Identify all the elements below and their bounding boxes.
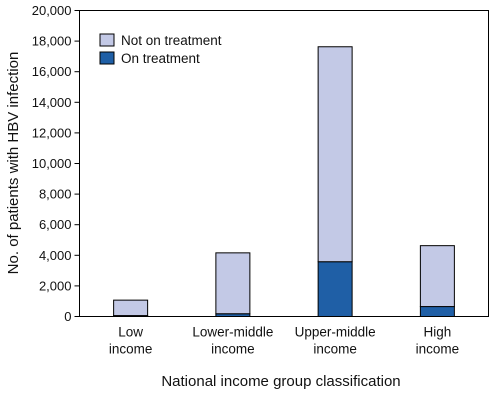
legend-swatch: [99, 51, 115, 65]
y-tick-label: 20,000: [32, 3, 72, 18]
y-tick-label: 2,000: [39, 278, 72, 293]
bar-segment-on-treatment: [419, 306, 455, 317]
y-tick-label: 12,000: [32, 125, 72, 140]
x-axis-title: National income group classification: [161, 373, 400, 390]
y-tick-label: 6,000: [39, 217, 72, 232]
y-tick-label: 16,000: [32, 64, 72, 79]
y-tick-label: 10,000: [32, 156, 72, 171]
y-tick-label: 18,000: [32, 34, 72, 49]
category-label: High: [423, 325, 451, 340]
y-axis-title-group: No. of patients with HBV infection: [5, 52, 22, 275]
y-tick-label: 14,000: [32, 95, 72, 110]
y-axis-title: No. of patients with HBV infection: [5, 52, 22, 275]
y-tick-label: 0: [64, 309, 71, 324]
bars: [113, 46, 455, 318]
bar-segment-not-on-treatment: [419, 245, 455, 308]
plot-area-frame: [79, 10, 489, 317]
y-axis-ticks: 0 2,000 4,000 6,000 8,000 10,000 12,000 14,000 1…: [32, 3, 80, 324]
bar-segment-not-on-treatment: [215, 252, 251, 315]
category-label: income: [313, 342, 357, 357]
category-label: income: [109, 342, 153, 357]
bar-segment-not-on-treatment: [317, 46, 353, 263]
legend-label: Not on treatment: [121, 33, 222, 48]
y-tick-label: 4,000: [39, 248, 72, 263]
bar-segment-not-on-treatment: [113, 299, 149, 317]
legend-swatch: [99, 33, 115, 47]
legend-label: On treatment: [121, 51, 200, 66]
category-label: Lower-middle: [192, 325, 273, 340]
category-label: income: [416, 342, 460, 357]
y-tick-label: 8,000: [39, 187, 72, 202]
category-label: income: [211, 342, 255, 357]
legend: Not on treatment On treatment: [99, 33, 222, 66]
bar-segment-on-treatment: [317, 261, 353, 318]
category-label: Low: [118, 325, 143, 340]
category-label: Upper-middle: [295, 325, 376, 340]
category-labels: Low income Lower-middle income Upper-middle i…: [109, 325, 459, 357]
